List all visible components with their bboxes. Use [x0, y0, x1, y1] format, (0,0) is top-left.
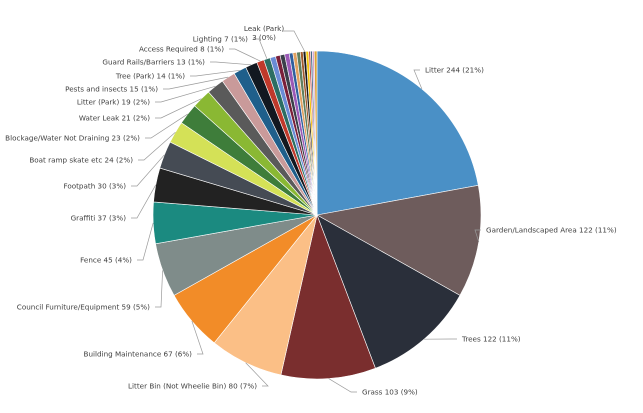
slice-data-label: Council Furniture/Equipment 59 (5%) — [17, 303, 150, 312]
label-leader-line — [190, 69, 240, 77]
label-leader-line — [163, 76, 229, 90]
label-leader-line — [253, 38, 268, 59]
label-leader-line — [229, 48, 261, 62]
slice-data-label: Guard Rails/Barriers 13 (1%) — [102, 58, 205, 67]
slice-data-label: Blockage/Water Not Draining 23 (2%) — [5, 134, 140, 143]
label-leader-line — [155, 270, 163, 308]
slice-data-label: Pests and insects 15 (1%) — [65, 85, 158, 94]
label-leader-line — [155, 85, 216, 103]
label-leader-line — [474, 229, 481, 243]
label-leader-line — [328, 378, 357, 393]
label-leader-line — [131, 154, 165, 187]
slice-data-label: Boat ramp skate etc 24 (2%) — [29, 156, 133, 165]
slice-data-label: Footpath 30 (3%) — [63, 182, 126, 191]
label-leader-line — [283, 30, 306, 53]
slice-data-label: Litter Bin (Not Wheelie Bin) 80 (7%) — [128, 382, 257, 391]
slice-data-label: Litter 244 (21%) — [425, 66, 484, 75]
label-leader-line — [138, 131, 176, 161]
pie-labels: Litter 244 (21%) Garden/Landscaped Area 1… — [5, 24, 617, 397]
label-leader-line — [245, 362, 269, 387]
slice-data-label: Trees 122 (11%) — [461, 335, 521, 344]
pie-slice[interactable] — [316, 214, 461, 369]
slice-data-label: Grass 103 (9%) — [362, 388, 418, 397]
label-leader-line — [131, 184, 157, 219]
slice-data-label: Lighting 7 (1%) — [193, 35, 248, 44]
pie-slices — [152, 50, 482, 380]
slice-data-label: Building Maintenance 67 (6%) — [84, 350, 193, 359]
slice-data-label: Leak (Park) — [244, 24, 284, 33]
slice-data-label: Graffiti 37 (3%) — [71, 214, 127, 223]
label-leader-line — [145, 113, 188, 139]
label-leader-line — [155, 98, 202, 119]
slice-data-label: Fence 45 (4%) — [80, 256, 132, 265]
label-leader-line — [413, 69, 423, 90]
slice-data-label: Tree (Park) 14 (1%) — [115, 72, 185, 81]
slice-data-label: Access Required 8 (1%) — [139, 45, 224, 54]
pie-slice[interactable] — [313, 50, 318, 216]
slice-data-label: Water Leak 21 (2%) — [79, 114, 150, 123]
pie-slice[interactable] — [280, 213, 376, 380]
slice-data-label: Garden/Landscaped Area 122 (11%) — [486, 226, 617, 235]
slice-data-label: 3 (0%) — [252, 33, 276, 42]
label-leader-line — [191, 320, 204, 355]
label-leader-line — [137, 222, 154, 261]
slice-data-label: Litter (Park) 19 (2%) — [77, 98, 150, 107]
label-leader-line — [210, 61, 252, 66]
